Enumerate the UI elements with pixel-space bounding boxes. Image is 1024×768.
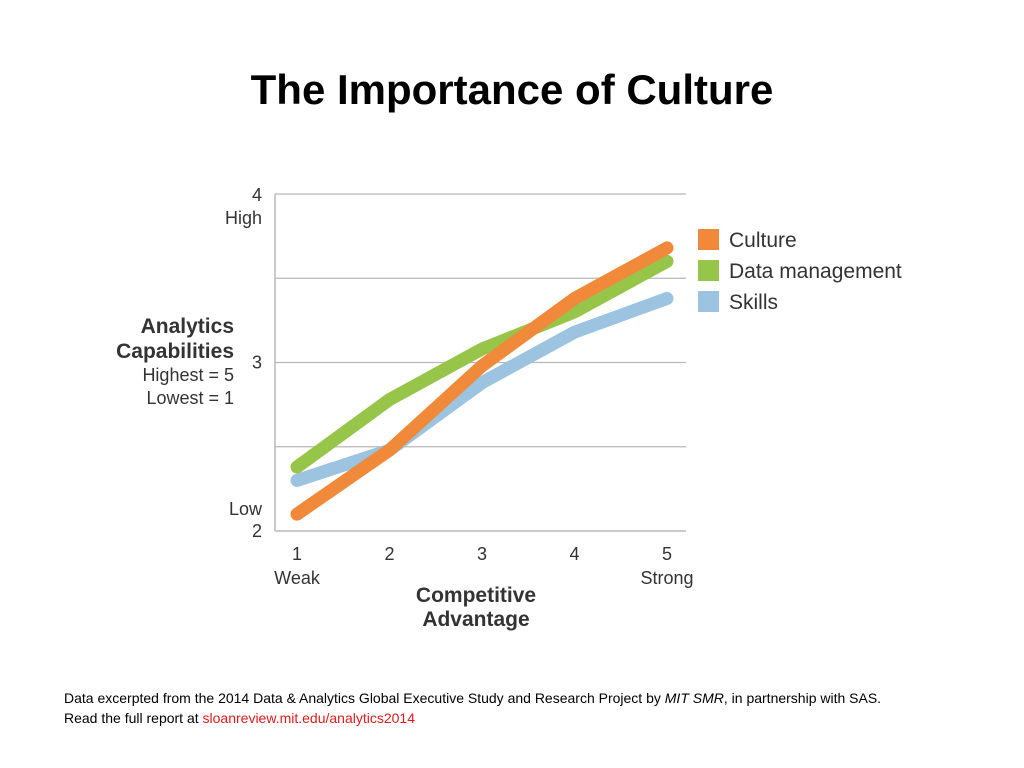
y-axis-note-highest: Highest = 5	[142, 365, 234, 385]
x-tick-word: Strong	[640, 568, 693, 588]
legend: Culture Data management Skills	[698, 229, 902, 314]
footnote-text: Data excerpted from the 2014 Data & Anal…	[64, 690, 665, 706]
footnote-line-2: Read the full report at sloanreview.mit.…	[64, 708, 1004, 728]
x-tick-label: 1	[292, 544, 302, 564]
legend-swatch	[698, 229, 719, 250]
series-line-culture	[290, 241, 674, 521]
footnote: Data excerpted from the 2014 Data & Anal…	[64, 688, 1004, 728]
footnote-text-end: , in partnership with SAS.	[723, 690, 882, 706]
footnote-publisher: MIT SMR	[664, 690, 724, 706]
x-tick-word: Weak	[274, 568, 321, 588]
legend-label: Skills	[729, 291, 778, 314]
x-tick-label: 3	[477, 544, 487, 564]
x-axis-title-line2: Advantage	[422, 608, 529, 631]
y-axis-title-line2: Capabilities	[116, 340, 234, 363]
y-axis-title: Analytics Capabilities Highest = 5 Lowes…	[116, 315, 234, 408]
x-axis-title-line1: Competitive	[416, 584, 536, 607]
footnote-line-1: Data excerpted from the 2014 Data & Anal…	[64, 688, 1004, 708]
y-axis-note-lowest: Lowest = 1	[146, 388, 234, 408]
series-lines	[290, 241, 674, 521]
x-tick-label: 4	[569, 544, 579, 564]
legend-label: Data management	[729, 260, 902, 283]
series-line-data-management	[290, 254, 674, 474]
x-tick-labels: 1 Weak 2 3 4 5 Strong	[274, 544, 693, 588]
y-axis-title-line1: Analytics	[141, 315, 234, 338]
axes	[274, 194, 686, 532]
footnote-read-more: Read the full report at	[64, 710, 203, 726]
legend-swatch	[698, 260, 719, 281]
legend-label: Culture	[729, 229, 797, 252]
y-tick-label: 2	[252, 521, 262, 541]
y-tick-label: 4	[252, 185, 262, 205]
y-tick-word: Low	[229, 499, 263, 519]
x-axis-title: Competitive Advantage	[416, 584, 536, 631]
report-link[interactable]: sloanreview.mit.edu/analytics2014	[202, 710, 415, 726]
x-tick-label: 5	[662, 544, 672, 564]
y-tick-label: 3	[252, 353, 262, 373]
y-tick-word: High	[225, 208, 262, 228]
slide-title: The Importance of Culture	[250, 66, 774, 113]
x-tick-label: 2	[384, 544, 394, 564]
series-line-skills	[290, 291, 674, 487]
legend-swatch	[698, 291, 719, 312]
